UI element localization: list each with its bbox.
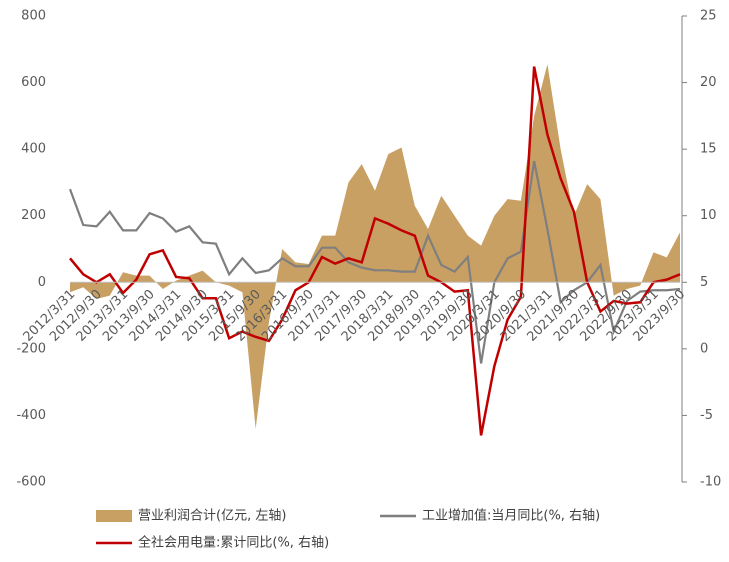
y-tick-label: 600 xyxy=(21,75,46,90)
legend-label: 工业增加值:当月同比(%, 右轴) xyxy=(422,508,600,524)
profit-area xyxy=(70,64,680,429)
legend-label: 全社会用电量:累计同比(%, 右轴) xyxy=(138,535,329,551)
y-tick-label: 800 xyxy=(21,9,46,24)
y2-tick-label: 25 xyxy=(700,9,717,24)
y2-tick-label: 15 xyxy=(700,142,717,157)
y-tick-label: -600 xyxy=(16,475,46,490)
y2-tick-label: 20 xyxy=(700,75,717,90)
y2-tick-label: -10 xyxy=(700,475,721,490)
y2-tick-label: 5 xyxy=(700,275,708,290)
series-line xyxy=(68,160,681,364)
legend-label: 营业利润合计(亿元, 左轴) xyxy=(138,509,286,524)
y-tick-label: 400 xyxy=(21,142,46,157)
legend-swatch xyxy=(96,510,132,522)
y2-tick-label: -5 xyxy=(700,408,713,423)
y-tick-label: -200 xyxy=(16,341,46,356)
y-tick-label: -400 xyxy=(16,408,46,423)
series-line xyxy=(69,66,681,436)
y2-tick-label: 0 xyxy=(700,341,708,356)
y-tick-label: 0 xyxy=(38,275,46,290)
y-tick-label: 200 xyxy=(21,208,46,223)
y2-tick-label: 10 xyxy=(700,208,717,223)
